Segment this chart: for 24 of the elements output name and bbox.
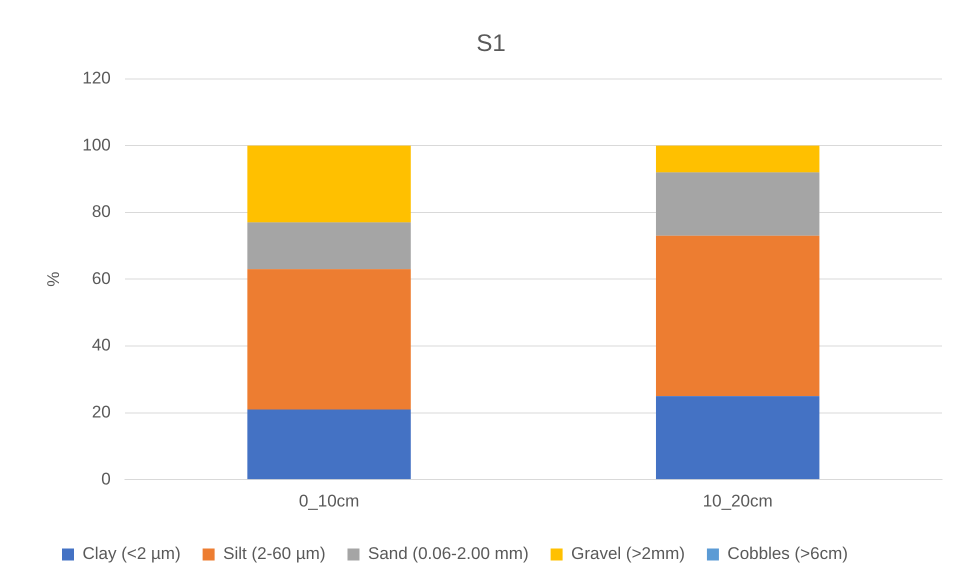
bar [247, 222, 411, 270]
bar [247, 146, 411, 222]
y-tick-label: 0 [101, 469, 111, 488]
bar [247, 269, 411, 410]
bar [247, 409, 411, 480]
chart-title: S1 [476, 30, 506, 58]
y-tick-label: 40 [92, 336, 111, 355]
bar [656, 236, 820, 396]
y-tick-label: 20 [92, 402, 111, 422]
legend-label: Cobbles (>6cm) [727, 544, 848, 564]
legend-label: Clay (<2 µm) [82, 544, 181, 564]
y-axis-title: % [44, 272, 63, 287]
bar [656, 146, 820, 172]
legend-label: Silt (2-60 µm) [223, 544, 326, 564]
y-tick-label: 80 [92, 202, 111, 222]
bar [656, 396, 820, 480]
y-tick-label: 120 [82, 68, 111, 88]
x-tick-label: 10_20cm [702, 491, 773, 510]
legend-label: Gravel (>2mm) [571, 544, 685, 564]
x-tick-label: 0_10cm [298, 491, 360, 510]
y-tick-label: 100 [82, 135, 111, 154]
y-tick-label: 60 [92, 268, 111, 288]
bar [656, 172, 820, 236]
legend-label: Sand (0.06-2.00 mm) [368, 544, 529, 564]
